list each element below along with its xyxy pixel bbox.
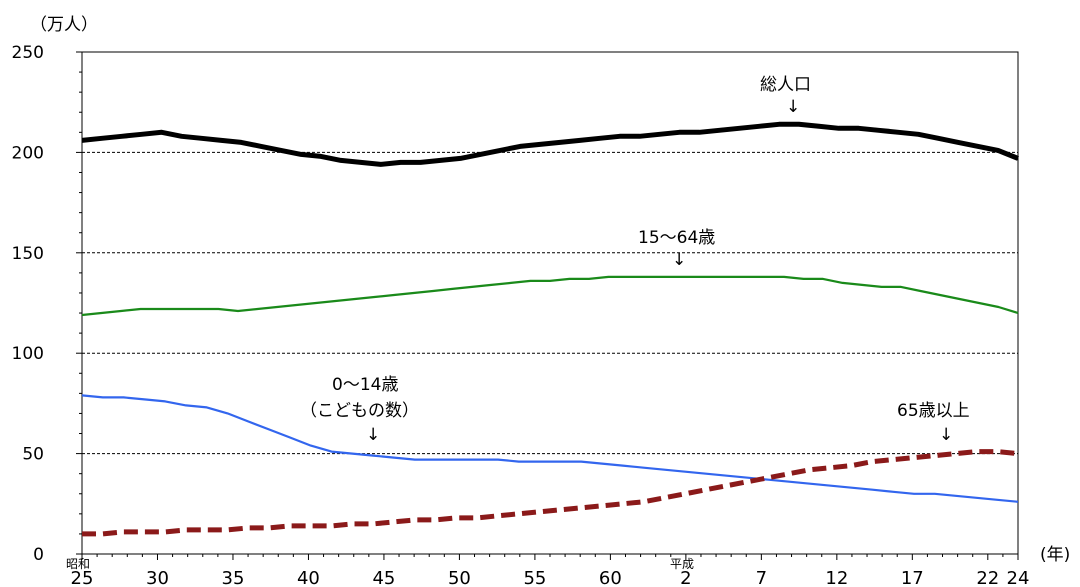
x-tick-label-50: 50 [448, 568, 471, 587]
x-tick-label-45: 45 [372, 568, 395, 587]
annotation-working-age: 15～64歳 [638, 228, 715, 248]
annotation-children-arrow: ↓ [366, 425, 380, 445]
x-tick-label-40: 40 [297, 568, 320, 587]
y-tick-label-150: 150 [12, 244, 44, 264]
y-tick-label-200: 200 [12, 143, 44, 163]
grid-lines [82, 151, 1018, 455]
x-tick-label-30: 30 [146, 568, 169, 587]
x-tick-label-2: 2 [680, 568, 691, 587]
series-line-total [81, 121, 1019, 167]
x-tick-label-12: 12 [825, 568, 848, 587]
y-tick-label-0: 0 [33, 545, 44, 565]
axes: 0 50 100 150 200 250 25 30 35 40 45 50 55 60 2 7 12 17 22 2… [12, 43, 1030, 587]
annotation-elderly-arrow: ↓ [939, 425, 953, 445]
y-axis-label: （万人） [30, 15, 98, 35]
x-tick-label-55: 55 [523, 568, 546, 587]
x-tick-label-60: 60 [599, 568, 622, 587]
x-tick-label-7: 7 [756, 568, 767, 587]
x-tick-label-24: 24 [1007, 568, 1030, 587]
era-label-showa: 昭和 [66, 557, 90, 571]
y-tick-label-100: 100 [12, 344, 44, 364]
plot-frame [81, 51, 1019, 555]
series-line-age-15-64 [81, 275, 1019, 317]
annotation-total: 総人口 [760, 75, 811, 95]
y-tick-label-250: 250 [12, 43, 44, 63]
y-tick-label-50: 50 [22, 445, 44, 465]
series-layer [81, 121, 1019, 537]
era-label-heisei: 平成 [670, 557, 694, 571]
x-tick-label-22: 22 [976, 568, 999, 587]
annotation-children: 0～14歳 [332, 375, 398, 395]
series-line-age-0-14 [81, 394, 1019, 503]
annotation-working-age-arrow: ↓ [672, 250, 686, 270]
annotation-children-sub: （こどもの数） [300, 401, 419, 421]
x-axis-label: (年) [1040, 545, 1070, 565]
x-tick-label-17: 17 [901, 568, 924, 587]
annotation-total-arrow: ↓ [786, 97, 800, 117]
labels: （万人） (年) 昭和 平成 総人口 ↓ 15～64歳 ↓ 0～14歳 （こども… [30, 15, 1070, 571]
series-line-age-65-plus [82, 449, 1019, 537]
x-tick-label-25: 25 [71, 568, 94, 587]
annotation-elderly: 65歳以上 [897, 401, 970, 421]
x-tick-label-35: 35 [222, 568, 245, 587]
